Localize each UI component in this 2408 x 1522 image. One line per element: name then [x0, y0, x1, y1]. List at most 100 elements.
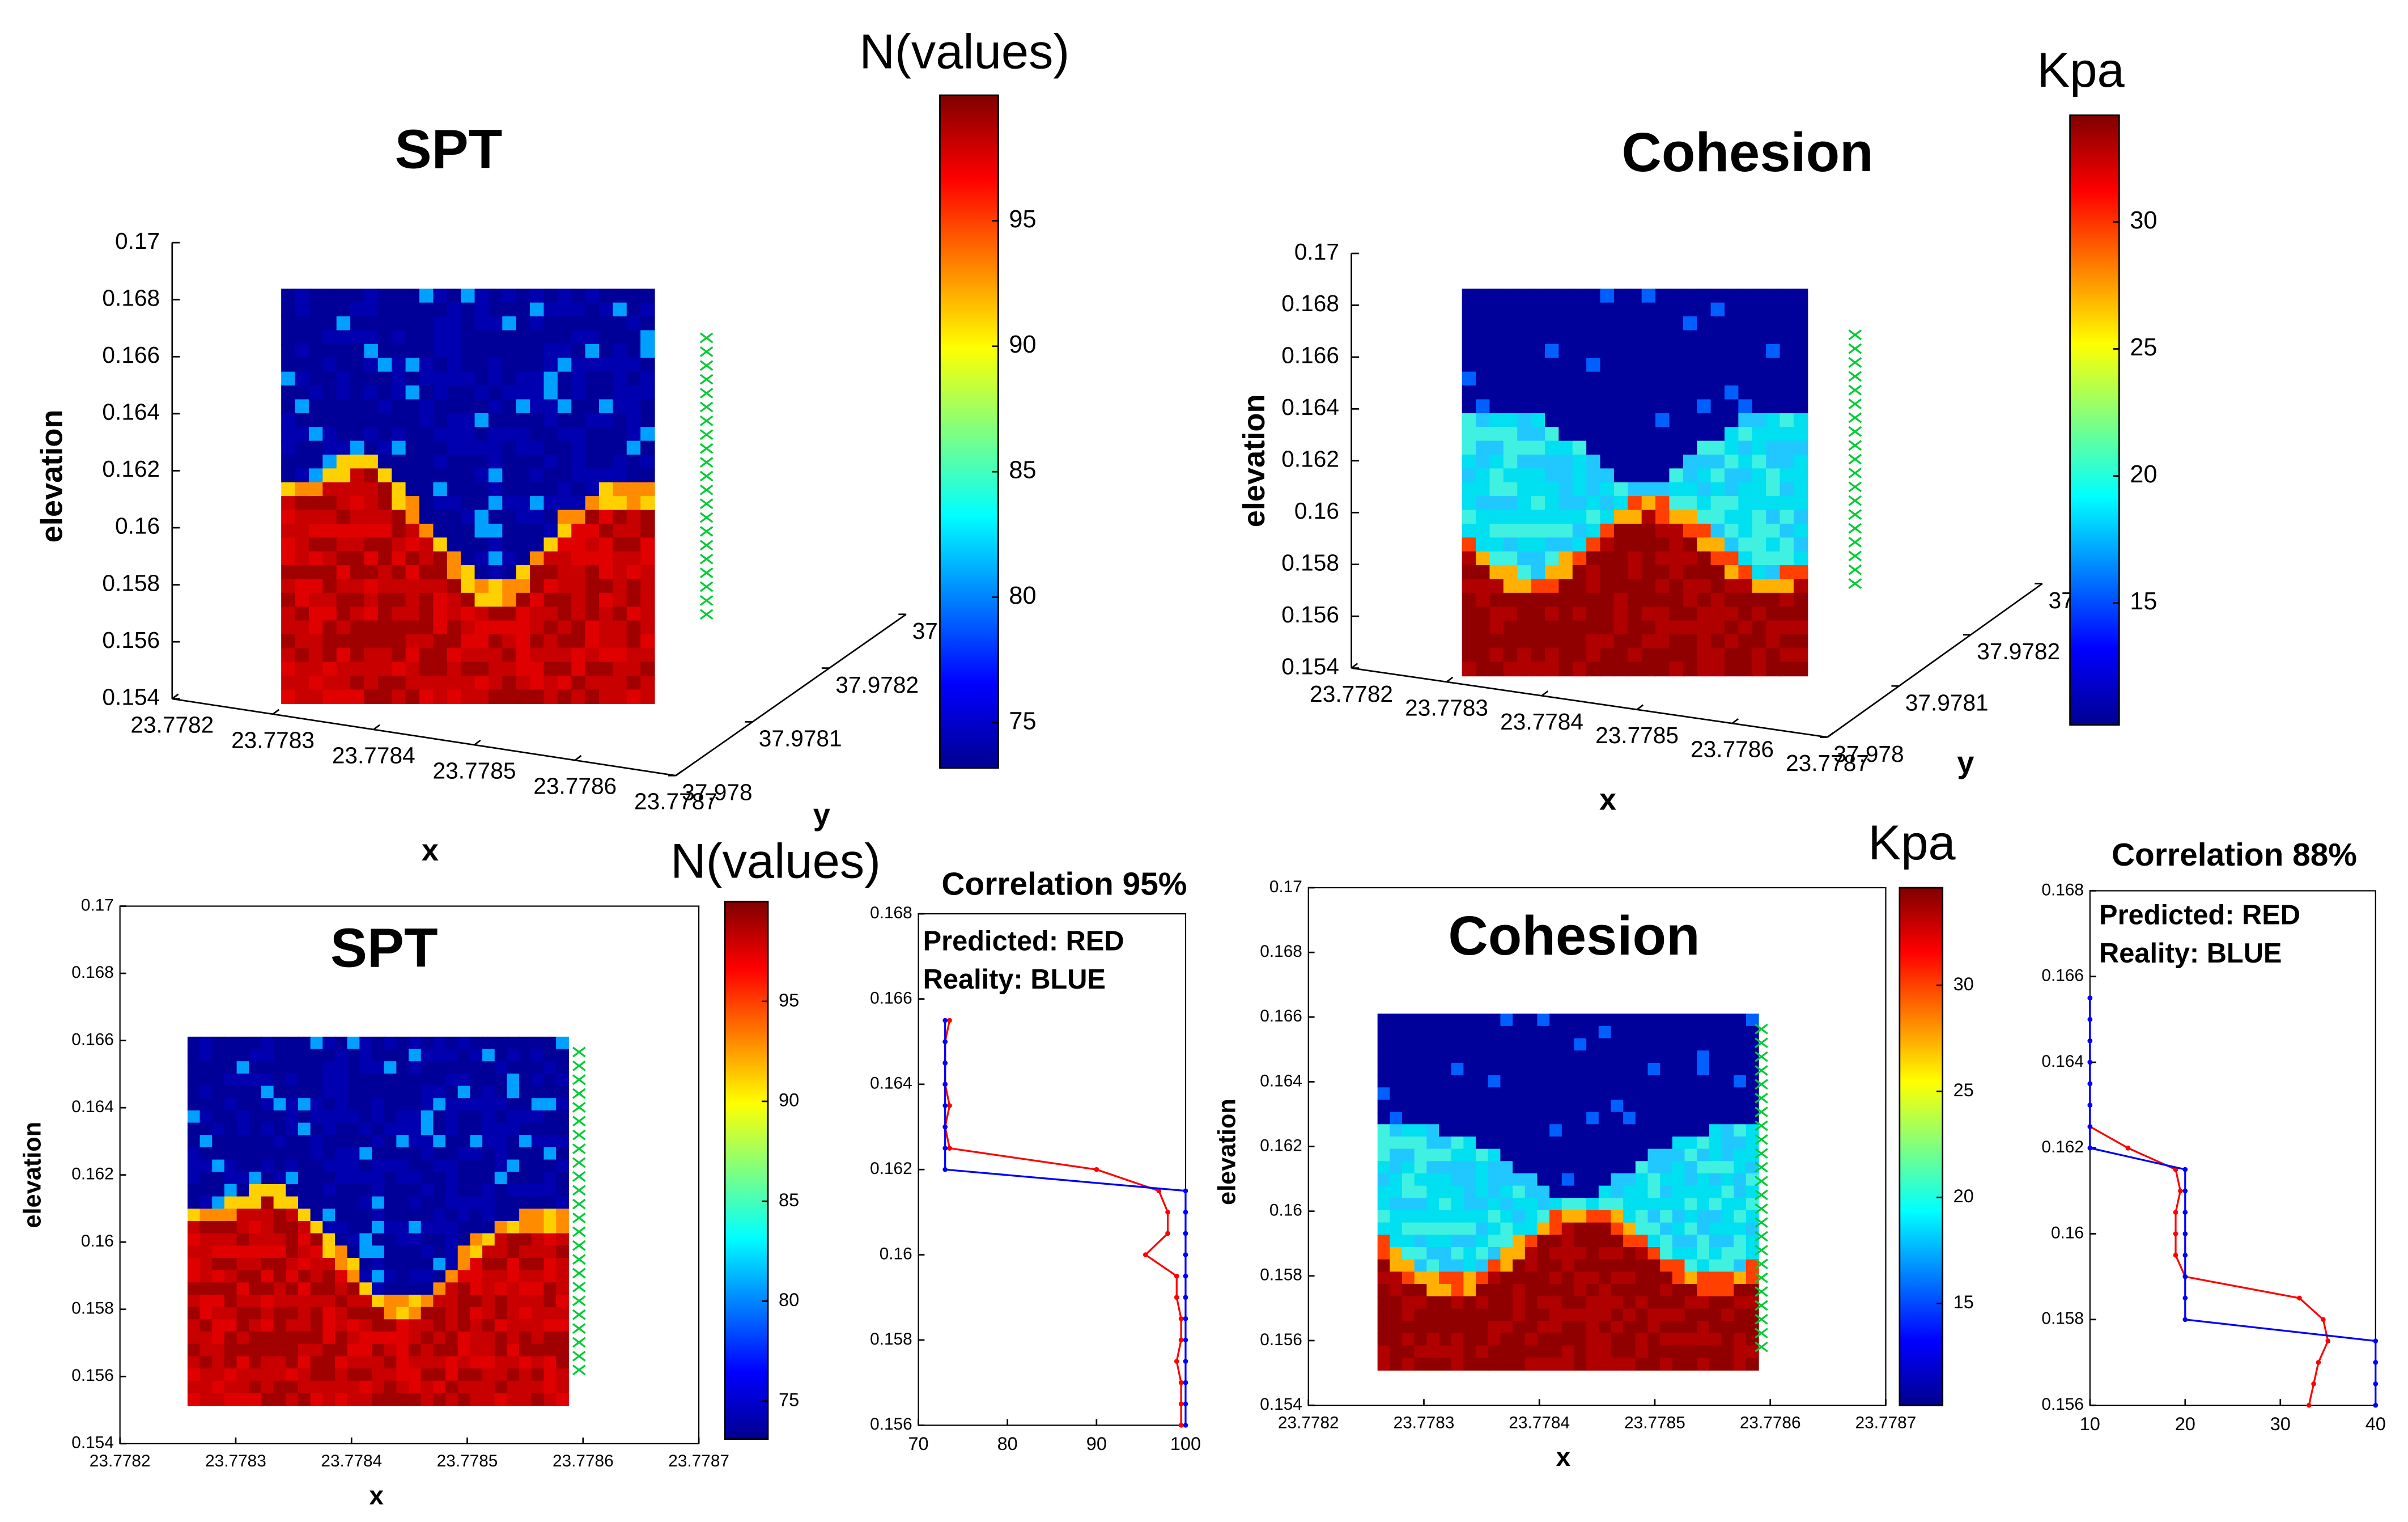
- field-cell: [1377, 1136, 1391, 1150]
- field-cell: [1724, 592, 1739, 608]
- field-cell: [336, 689, 351, 704]
- field-cell: [1669, 358, 1684, 372]
- field-cell: [1586, 1271, 1599, 1285]
- field-cell: [433, 676, 448, 690]
- field-cell: [1463, 1345, 1477, 1359]
- field-cell: [286, 1147, 299, 1160]
- field-cell: [1390, 1099, 1403, 1113]
- field-cell: [1684, 1161, 1698, 1175]
- field-cell: [350, 427, 365, 442]
- field-cell: [1734, 1358, 1747, 1371]
- field-cell: [1655, 634, 1670, 649]
- field-cell: [295, 620, 310, 635]
- field-cell: [261, 1307, 274, 1320]
- field-cell: [1402, 1259, 1415, 1273]
- field-cell: [1524, 1247, 1538, 1260]
- field-cell: [1517, 468, 1532, 483]
- field-cell: [1476, 1173, 1489, 1186]
- field-cell: [488, 592, 503, 608]
- field-cell: [488, 427, 503, 442]
- y-tick-label: 0.17: [1269, 877, 1302, 896]
- field-cell: [1414, 1099, 1428, 1113]
- field-cell: [470, 1098, 483, 1111]
- series-point: [2306, 1402, 2312, 1408]
- x-tick-label: 23.7782: [1278, 1413, 1339, 1432]
- field-cell: [1710, 592, 1726, 608]
- field-cell: [482, 1319, 495, 1333]
- field-cell: [409, 1245, 422, 1259]
- field-cell: [1451, 1358, 1464, 1371]
- field-cell: [482, 1196, 495, 1210]
- sample-marker: [699, 443, 714, 454]
- field-cell: [599, 607, 614, 621]
- field-cell: [1660, 1210, 1673, 1223]
- field-cell: [1524, 1296, 1538, 1309]
- field-cell: [1600, 551, 1615, 566]
- field-cell: [1414, 1284, 1428, 1297]
- field-cell: [1586, 1025, 1599, 1039]
- field-cell: [1738, 523, 1753, 539]
- field-cell: [502, 427, 517, 442]
- field-cell: [585, 385, 600, 400]
- field-cell: [364, 662, 379, 677]
- field-cell: [1537, 1112, 1551, 1125]
- field-cell: [530, 399, 545, 414]
- field-cell: [334, 1270, 348, 1283]
- field-cell: [1635, 1271, 1649, 1285]
- field-cell: [1600, 510, 1615, 524]
- field-cell: [1537, 1222, 1551, 1236]
- field-cell: [494, 1332, 508, 1345]
- field-cell: [322, 1319, 336, 1333]
- field-cell: [1635, 1173, 1649, 1186]
- field-cell: [1738, 302, 1753, 317]
- field-cell: [447, 371, 462, 387]
- field-cell: [187, 1110, 201, 1124]
- x-tick: [474, 739, 481, 746]
- y-tick-label: 37.9782: [835, 672, 919, 698]
- field-cell: [1793, 440, 1808, 456]
- field-cell: [199, 1319, 213, 1333]
- field-cell: [212, 1380, 225, 1394]
- x-tick-label: 23.7784: [1500, 709, 1583, 735]
- field-cell: [249, 1270, 262, 1283]
- field-cell: [1574, 1345, 1587, 1359]
- field-cell: [372, 1122, 385, 1136]
- field-cell: [1613, 371, 1629, 387]
- field-cell: [308, 358, 324, 372]
- field-cell: [1561, 1222, 1575, 1236]
- field-cell: [494, 1147, 508, 1160]
- field-cell: [1537, 1358, 1551, 1371]
- field-cell: [1574, 1025, 1587, 1039]
- field-cell: [1721, 1148, 1735, 1162]
- field-cell: [1390, 1014, 1403, 1027]
- field-cell: [507, 1184, 520, 1197]
- field-cell: [1489, 634, 1504, 649]
- field-cell: [1655, 344, 1670, 359]
- field-cell: [359, 1257, 373, 1271]
- series-point: [1183, 1210, 1188, 1215]
- field-cell: [1574, 1284, 1587, 1297]
- field-cell: [409, 1295, 422, 1308]
- field-cell: [1426, 1259, 1440, 1273]
- field-cell: [1377, 1025, 1391, 1039]
- field-cell: [1598, 1247, 1612, 1260]
- field-cell: [531, 1049, 545, 1062]
- field-cell: [474, 440, 490, 456]
- field-cell: [336, 371, 351, 387]
- field-cell: [531, 1147, 545, 1160]
- field-cell: [212, 1270, 225, 1283]
- field-cell: [1561, 1198, 1575, 1211]
- field-cell: [1489, 579, 1504, 593]
- field-cell: [286, 1049, 299, 1062]
- field-cell: [571, 662, 586, 677]
- field-cell: [419, 648, 434, 663]
- field-cell: [1721, 1136, 1735, 1150]
- field-cell: [1672, 1345, 1685, 1359]
- field-cell: [1488, 1099, 1501, 1113]
- field-cell: [445, 1295, 458, 1308]
- field-cell: [433, 1135, 447, 1148]
- field-cell: [1672, 1308, 1685, 1322]
- field-cell: [1660, 1259, 1673, 1273]
- field-cell: [261, 1332, 274, 1345]
- field-cell: [543, 1343, 557, 1357]
